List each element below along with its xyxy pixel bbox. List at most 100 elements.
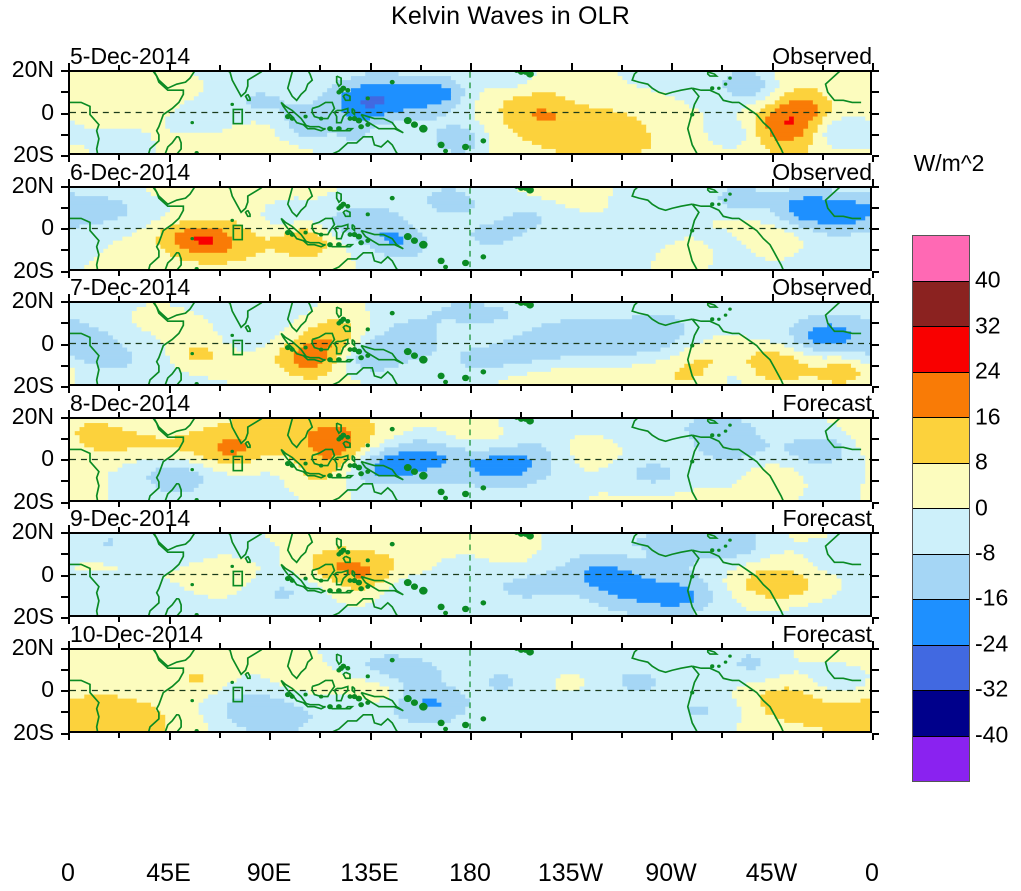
x-tick bbox=[118, 501, 121, 507]
x-tick bbox=[872, 178, 874, 186]
y-tick bbox=[872, 459, 879, 461]
y-tick bbox=[61, 501, 68, 504]
x-tick bbox=[872, 63, 874, 70]
panel-header: 6-Dec-2014 Observed bbox=[68, 160, 872, 184]
x-tick bbox=[570, 640, 573, 648]
x-tick bbox=[470, 178, 472, 186]
x-tick bbox=[671, 617, 673, 624]
y-axis-labels: 20N 0 20S bbox=[0, 635, 62, 743]
y-tick bbox=[61, 270, 68, 273]
x-tick bbox=[218, 642, 221, 648]
y-axis-label: 20S bbox=[13, 256, 54, 283]
y-axis-label: 0 bbox=[41, 214, 54, 240]
x-tick bbox=[671, 525, 673, 532]
y-axis-label: 0 bbox=[41, 676, 54, 702]
x-tick bbox=[470, 617, 472, 624]
y-tick bbox=[61, 647, 68, 650]
panel-header: 10-Dec-2014 Forecast bbox=[68, 622, 872, 646]
x-tick bbox=[369, 501, 372, 509]
x-tick bbox=[168, 525, 171, 532]
y-tick bbox=[872, 112, 879, 115]
x-tick bbox=[168, 732, 171, 740]
x-tick bbox=[671, 63, 673, 70]
colorbar-tick-label: 0 bbox=[975, 494, 988, 520]
x-tick bbox=[68, 386, 70, 393]
map-panel: 6-Dec-2014 Observed 20N 0 20S bbox=[12, 160, 879, 281]
x-tick bbox=[369, 409, 372, 417]
x-tick bbox=[168, 640, 171, 648]
x-tick bbox=[520, 617, 523, 622]
x-tick bbox=[68, 270, 70, 278]
panel-header: 5-Dec-2014 Observed bbox=[68, 44, 872, 68]
colorbar-band-pale-yellow bbox=[913, 463, 969, 509]
x-tick bbox=[721, 180, 724, 186]
x-tick bbox=[821, 617, 824, 622]
x-tick bbox=[68, 640, 70, 648]
y-tick bbox=[61, 416, 68, 419]
y-tick bbox=[872, 228, 879, 230]
x-tick bbox=[369, 640, 372, 648]
panel-kind-label: Observed bbox=[772, 43, 872, 69]
x-tick bbox=[269, 409, 271, 417]
x-tick bbox=[520, 296, 523, 301]
x-tick bbox=[218, 65, 221, 70]
x-tick bbox=[721, 642, 724, 648]
x-tick bbox=[419, 642, 422, 648]
y-tick bbox=[61, 553, 68, 556]
x-tick bbox=[620, 527, 623, 532]
map-plot-area bbox=[68, 416, 872, 502]
x-tick bbox=[118, 296, 121, 301]
x-tick bbox=[821, 732, 824, 738]
x-tick bbox=[821, 527, 824, 532]
x-axis-label: 0 bbox=[61, 859, 75, 887]
x-tick bbox=[118, 642, 121, 648]
y-tick bbox=[61, 228, 68, 230]
y-tick bbox=[61, 711, 68, 714]
panel-header: 7-Dec-2014 Observed bbox=[68, 275, 872, 299]
x-tick bbox=[68, 732, 70, 740]
x-tick bbox=[319, 65, 322, 70]
x-tick bbox=[369, 525, 372, 532]
y-tick bbox=[872, 185, 879, 188]
x-tick bbox=[68, 63, 70, 70]
x-tick bbox=[872, 525, 874, 532]
anomaly-field bbox=[70, 303, 870, 384]
x-tick bbox=[620, 180, 623, 186]
x-tick bbox=[218, 617, 221, 622]
x-tick bbox=[872, 617, 874, 624]
x-tick bbox=[218, 180, 221, 186]
x-tick bbox=[419, 270, 422, 276]
x-tick bbox=[721, 411, 724, 417]
colorbar-band-royal-blue bbox=[913, 645, 969, 691]
x-tick bbox=[721, 296, 724, 301]
x-tick bbox=[620, 411, 623, 417]
x-tick bbox=[168, 409, 171, 417]
map-panel: 10-Dec-2014 Forecast 20N 0 20S bbox=[12, 622, 879, 743]
x-tick bbox=[419, 732, 422, 738]
x-tick bbox=[269, 732, 271, 740]
y-tick bbox=[872, 711, 879, 714]
y-axis-labels: 20N 0 20S bbox=[0, 173, 62, 281]
x-tick bbox=[218, 411, 221, 417]
x-tick bbox=[118, 617, 121, 622]
x-tick bbox=[68, 155, 70, 162]
x-tick bbox=[721, 386, 724, 391]
x-tick bbox=[570, 732, 573, 740]
panel-header: 8-Dec-2014 Forecast bbox=[68, 391, 872, 415]
x-tick bbox=[620, 155, 623, 160]
y-axis-labels: 20N 0 20S bbox=[0, 520, 62, 628]
y-tick bbox=[872, 364, 879, 367]
x-tick bbox=[419, 617, 422, 622]
x-tick bbox=[721, 527, 724, 532]
x-tick bbox=[570, 617, 573, 624]
x-tick bbox=[269, 178, 271, 186]
y-tick bbox=[61, 322, 68, 325]
x-tick bbox=[419, 527, 422, 532]
x-tick bbox=[570, 63, 573, 70]
y-axis-label: 20S bbox=[13, 718, 54, 745]
x-tick bbox=[68, 617, 70, 624]
x-tick bbox=[620, 386, 623, 391]
x-tick bbox=[872, 155, 874, 162]
y-tick bbox=[872, 668, 879, 671]
y-tick bbox=[872, 437, 879, 440]
